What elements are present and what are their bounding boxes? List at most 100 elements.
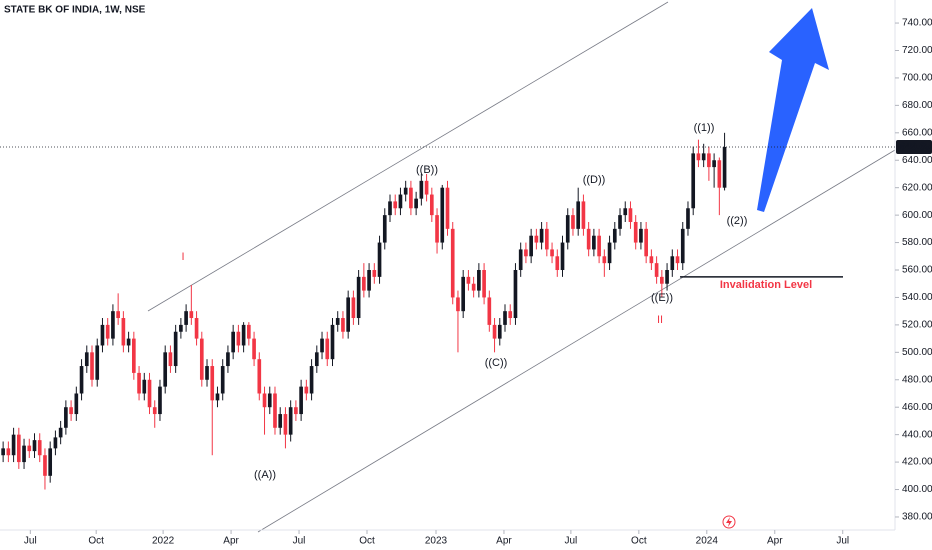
candle-body — [471, 283, 476, 291]
y-tick-label: 480.00 — [902, 374, 932, 385]
candle-body — [137, 372, 141, 394]
candle-body — [199, 338, 204, 380]
y-tick-label: 460.00 — [902, 402, 932, 413]
candle-body — [450, 228, 455, 298]
candle-body — [346, 297, 351, 332]
y-tick-label: 620.00 — [902, 182, 932, 193]
candle-body — [262, 393, 267, 408]
candle-body — [236, 331, 241, 346]
x-tick-label: Oct — [359, 536, 375, 547]
wave-label: ((C)) — [485, 357, 508, 369]
candle-body — [210, 366, 215, 401]
candle-body — [607, 242, 612, 264]
candle-body — [461, 276, 466, 312]
candle-body — [539, 228, 544, 243]
candle-body — [487, 297, 492, 325]
candle-body — [675, 256, 680, 264]
wave-label: ((2)) — [727, 215, 748, 227]
candle-body — [142, 379, 147, 394]
candle-body — [722, 147, 727, 188]
wave-label: I — [181, 251, 184, 263]
candle-body — [90, 352, 94, 380]
candle-body — [335, 318, 340, 325]
wave-label: ((A)) — [254, 469, 276, 481]
candle-body — [445, 187, 450, 229]
candle-body — [571, 215, 575, 229]
x-tick-label: 2024 — [696, 536, 719, 547]
candle-body — [581, 201, 586, 229]
candle-body — [341, 318, 345, 332]
candle-body — [492, 324, 497, 339]
candle-body — [105, 324, 110, 339]
candle-body — [665, 270, 669, 284]
candle-body — [649, 256, 654, 264]
candle-body — [304, 386, 309, 394]
y-tick-label: 600.00 — [902, 210, 932, 221]
x-tick-label: Oct — [88, 536, 104, 547]
wave-label: ((E)) — [651, 292, 673, 304]
candle-body — [503, 311, 507, 325]
invalidation-label: Invalidation Level — [720, 279, 812, 291]
y-tick-label: 500.00 — [902, 347, 932, 358]
candle-body — [299, 386, 303, 415]
candle-body — [639, 228, 643, 243]
candle-body — [429, 194, 434, 216]
candle-body — [231, 331, 235, 353]
candle-body — [325, 338, 330, 360]
candle-body — [6, 448, 11, 456]
x-tick-label: Jul — [293, 536, 306, 547]
candle-body — [189, 311, 194, 319]
candle-body — [623, 208, 628, 216]
candle-body — [435, 215, 439, 243]
candle-body — [712, 160, 716, 168]
candle-body — [414, 198, 418, 209]
y-tick-label: 680.00 — [902, 100, 932, 111]
candle-body — [612, 228, 617, 243]
candle-body — [686, 208, 690, 229]
candle-body — [597, 235, 601, 257]
candle-body — [654, 263, 659, 277]
candle-body — [513, 270, 518, 319]
candle-body — [152, 407, 157, 415]
y-tick-label: 540.00 — [902, 292, 932, 303]
wave-label: ((1)) — [694, 122, 715, 134]
candle-body — [576, 201, 581, 229]
candle-body — [314, 352, 319, 367]
y-tick-label: 660.00 — [902, 127, 932, 138]
candle-body — [382, 215, 387, 243]
candle-body — [16, 434, 21, 463]
y-tick-label: 440.00 — [902, 429, 932, 440]
candle-body — [696, 153, 701, 161]
candle-body — [362, 276, 366, 291]
candle-body — [11, 434, 16, 456]
candle-body — [320, 338, 324, 353]
candle-body — [409, 187, 413, 209]
candle-body — [691, 153, 696, 209]
candle-body — [586, 228, 591, 250]
candle-body — [247, 324, 251, 339]
y-tick-label: 580.00 — [902, 237, 932, 248]
candle-body — [58, 427, 63, 438]
candle-body — [64, 407, 68, 428]
candle-body — [163, 352, 168, 387]
y-tick-label: 520.00 — [902, 320, 932, 331]
event-icon[interactable] — [722, 515, 736, 529]
candle-body — [660, 276, 664, 284]
candle-body — [717, 160, 722, 188]
candle-body — [194, 318, 199, 339]
candle-body — [388, 201, 392, 216]
candle-body — [524, 249, 528, 257]
candle-body — [205, 366, 209, 380]
candle-body — [529, 235, 533, 257]
candle-body — [74, 393, 79, 415]
candle-body — [497, 324, 502, 339]
x-tick-label: Apr — [223, 536, 239, 547]
wave-label: ((B)) — [416, 164, 438, 176]
candle-body — [618, 215, 622, 229]
candle-body — [602, 256, 607, 264]
candle-body — [184, 311, 188, 325]
y-tick-label: 700.00 — [902, 73, 932, 84]
candle-body — [173, 331, 178, 367]
y-tick-label: 400.00 — [902, 484, 932, 495]
